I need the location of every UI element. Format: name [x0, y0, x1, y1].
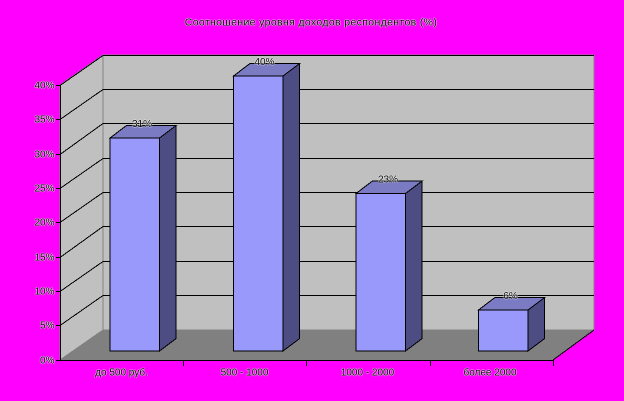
- svg-text:Соотношение уровня доходов рес: Соотношение уровня доходов респондентов …: [185, 17, 437, 29]
- svg-text:0%: 0%: [40, 356, 55, 367]
- svg-text:23%: 23%: [378, 175, 398, 186]
- svg-text:5%: 5%: [40, 321, 55, 332]
- svg-text:более 2000: более 2000: [463, 367, 516, 379]
- svg-text:20%: 20%: [34, 218, 54, 229]
- svg-text:10%: 10%: [34, 287, 54, 298]
- svg-text:500 - 1000: 500 - 1000: [221, 368, 269, 379]
- svg-text:25%: 25%: [34, 184, 54, 195]
- svg-text:15%: 15%: [34, 253, 54, 264]
- svg-text:30%: 30%: [34, 150, 54, 161]
- svg-text:40%: 40%: [254, 57, 274, 68]
- svg-text:35%: 35%: [34, 115, 54, 126]
- svg-text:1000 - 2000: 1000 - 2000: [341, 368, 395, 379]
- svg-text:6%: 6%: [503, 291, 518, 302]
- svg-text:31%: 31%: [132, 119, 152, 130]
- svg-text:40%: 40%: [34, 81, 54, 92]
- svg-text:до 500 руб.: до 500 руб.: [95, 367, 148, 379]
